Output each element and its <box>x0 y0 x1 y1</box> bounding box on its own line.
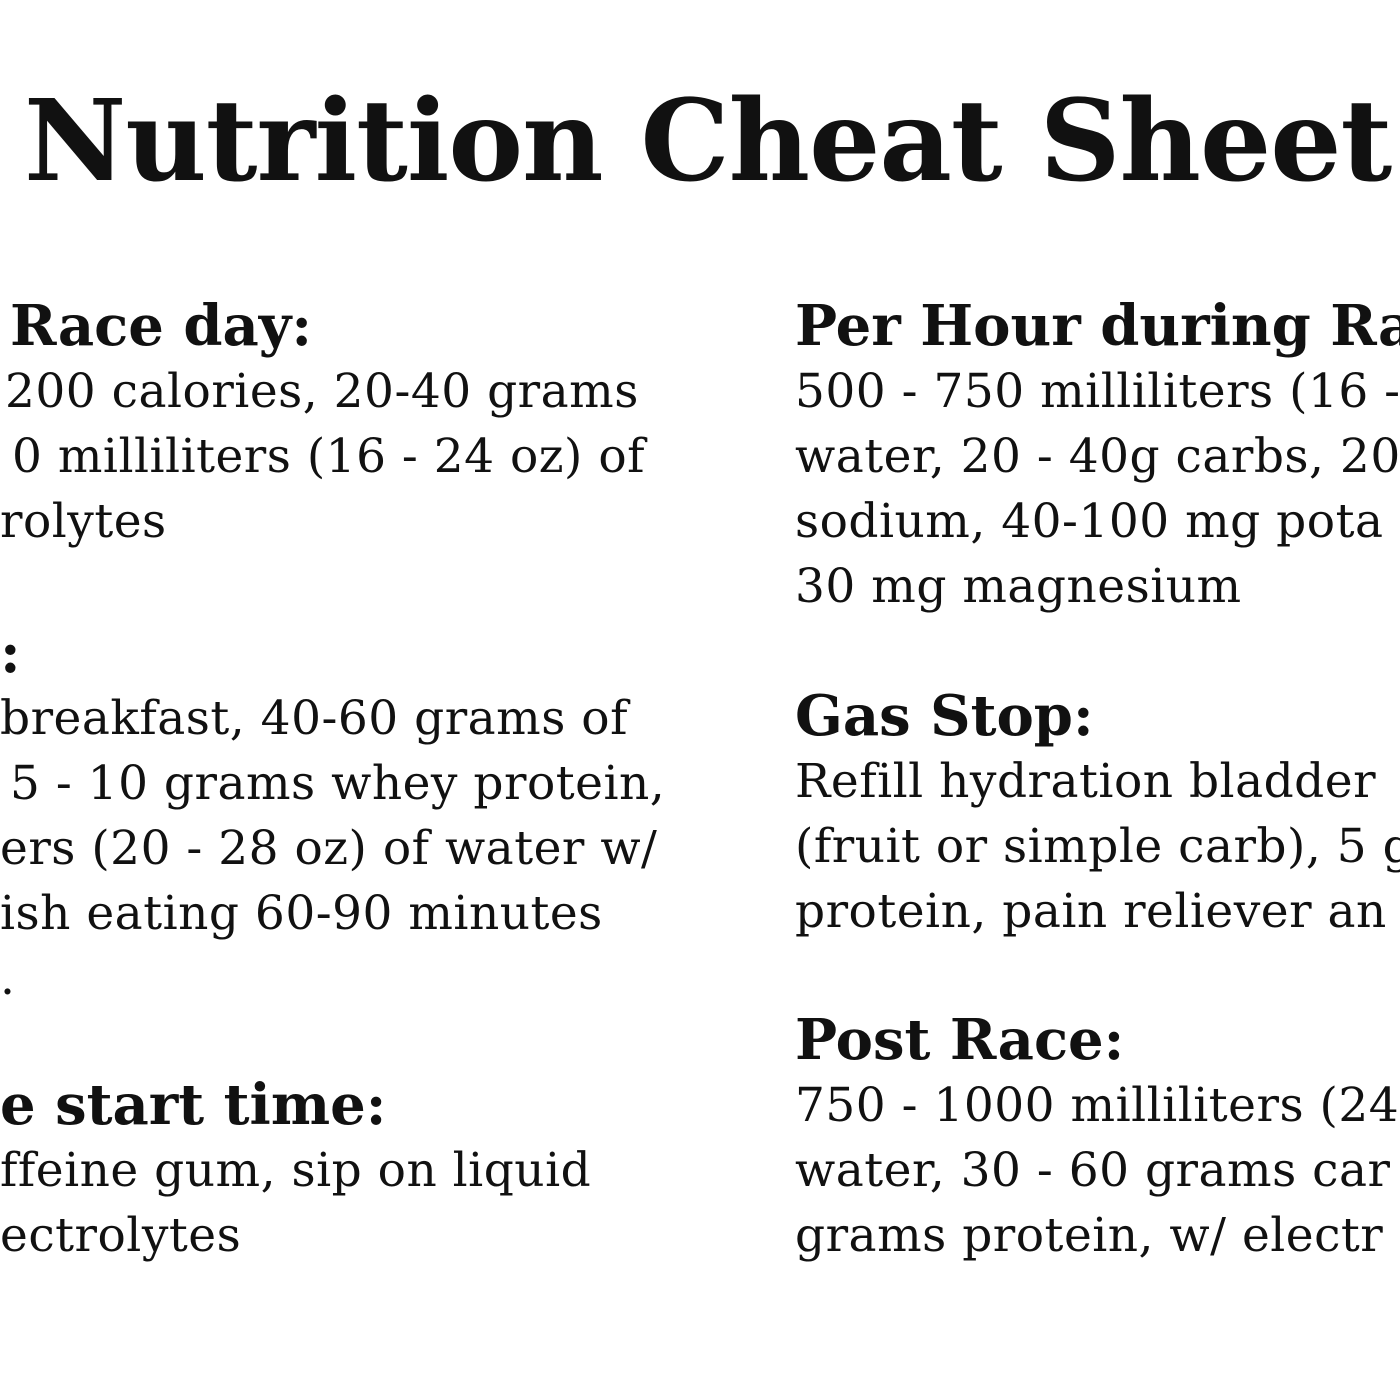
section-line: 200 calories, 20-40 grams <box>5 364 639 419</box>
pre-race-day-section: Race day: 200 calories, 20-40 grams 0 mi… <box>0 293 645 554</box>
section-line: 0 milliliters (16 - 24 oz) of <box>12 429 646 484</box>
section-heading: Post Race: <box>795 1007 1125 1073</box>
section-heading: Race day: <box>10 293 312 359</box>
section-line: 5 - 10 grams whey protein, <box>10 756 666 811</box>
section-line: ers (20 - 28 oz) of water w/ <box>0 821 658 876</box>
section-line: water, 20 - 40g carbs, 20 <box>795 429 1400 484</box>
post-race-section: Post Race: 750 - 1000 milliliters (24 wa… <box>795 1007 1399 1268</box>
section-heading: e start time: <box>0 1072 387 1138</box>
section-line: protein, pain reliever an <box>795 884 1387 939</box>
section-line: sodium, 40-100 mg pota <box>795 494 1384 549</box>
section-heading: Per Hour during Rac <box>795 293 1400 359</box>
section-line: (fruit or simple carb), 5 g <box>795 819 1400 874</box>
breakfast-section: : breakfast, 40-60 grams of 5 - 10 grams… <box>0 620 665 1011</box>
section-line: 30 mg magnesium <box>795 559 1242 614</box>
section-line: water, 30 - 60 grams car <box>795 1143 1391 1198</box>
section-heading: : <box>0 620 21 686</box>
section-line: 750 - 1000 milliliters (24 <box>795 1078 1400 1133</box>
section-line: ish eating 60-90 minutes <box>0 886 603 941</box>
section-line: Refill hydration bladder <box>795 754 1377 809</box>
gas-stop-section: Gas Stop: Refill hydration bladder (frui… <box>795 683 1400 944</box>
section-line: ectrolytes <box>0 1208 242 1263</box>
section-line: 500 - 750 milliliters (16 - <box>795 364 1400 419</box>
per-hour-section: Per Hour during Rac 500 - 750 milliliter… <box>795 293 1400 619</box>
section-line: breakfast, 40-60 grams of <box>0 691 628 746</box>
page-title: Nutrition Cheat Sheet <box>24 76 1392 207</box>
section-line: ffeine gum, sip on liquid <box>0 1143 592 1198</box>
section-line: grams protein, w/ electr <box>795 1208 1384 1263</box>
pre-start-time-section: e start time: ffeine gum, sip on liquid … <box>0 1072 591 1268</box>
section-heading: Gas Stop: <box>795 683 1094 749</box>
section-line: . <box>0 951 16 1006</box>
section-line: rolytes <box>0 494 167 549</box>
